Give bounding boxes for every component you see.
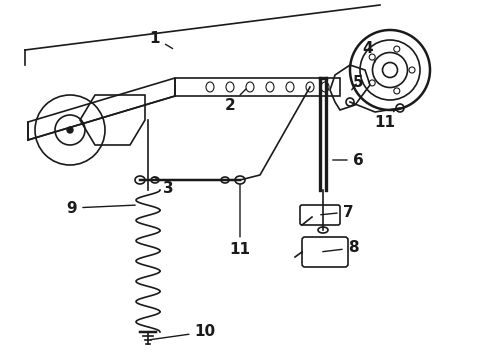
Ellipse shape xyxy=(67,127,73,133)
Text: 6: 6 xyxy=(333,153,364,167)
Text: 3: 3 xyxy=(154,177,173,195)
Text: 8: 8 xyxy=(323,240,358,256)
Text: 5: 5 xyxy=(352,75,363,90)
Text: 11: 11 xyxy=(229,185,250,257)
Text: 4: 4 xyxy=(363,41,375,62)
Text: 10: 10 xyxy=(151,324,216,339)
Text: 9: 9 xyxy=(67,201,135,216)
Text: 11: 11 xyxy=(374,110,395,130)
Text: 1: 1 xyxy=(150,31,172,49)
Text: 2: 2 xyxy=(224,89,246,112)
Text: 7: 7 xyxy=(321,204,353,220)
